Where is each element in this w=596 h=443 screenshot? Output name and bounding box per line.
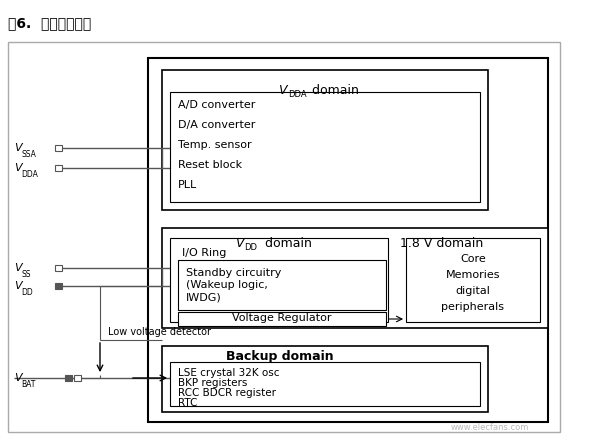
Bar — [148, 58, 548, 422]
Bar — [55, 145, 62, 151]
Text: LSE crystal 32K osc: LSE crystal 32K osc — [178, 368, 280, 378]
Text: I/O Ring: I/O Ring — [182, 248, 226, 258]
Text: domain: domain — [308, 84, 359, 97]
Text: Temp. sensor: Temp. sensor — [178, 140, 252, 150]
Text: Memories: Memories — [446, 270, 500, 280]
Text: V: V — [14, 373, 21, 383]
Text: V: V — [14, 281, 21, 291]
Text: Core: Core — [460, 254, 486, 264]
Text: Voltage Regulator: Voltage Regulator — [232, 313, 332, 323]
Text: Standby circuitry: Standby circuitry — [186, 268, 281, 278]
Text: A/D converter: A/D converter — [178, 100, 255, 110]
Bar — [65, 375, 72, 381]
Bar — [55, 165, 62, 171]
Bar — [162, 346, 488, 412]
Text: www.elecfans.com: www.elecfans.com — [451, 423, 529, 432]
Bar — [170, 238, 388, 322]
Text: DD: DD — [21, 288, 33, 297]
Text: V: V — [14, 263, 21, 273]
Bar — [162, 228, 548, 328]
Bar — [74, 375, 81, 381]
Text: RCC BDCR register: RCC BDCR register — [178, 388, 276, 398]
Text: DDA: DDA — [21, 170, 38, 179]
Text: domain: domain — [261, 237, 312, 250]
Text: IWDG): IWDG) — [186, 292, 222, 302]
Bar — [162, 70, 488, 210]
Text: BKP registers: BKP registers — [178, 378, 247, 388]
Text: DD: DD — [244, 243, 257, 252]
Text: SS: SS — [21, 270, 30, 279]
Text: Reset block: Reset block — [178, 160, 242, 170]
Text: V: V — [278, 84, 287, 97]
Text: RTC: RTC — [178, 398, 197, 408]
Bar — [178, 312, 386, 326]
Text: digital: digital — [455, 286, 491, 296]
Text: BAT: BAT — [21, 380, 35, 389]
Text: V: V — [14, 143, 21, 153]
Text: PLL: PLL — [178, 180, 197, 190]
Text: DDA: DDA — [288, 90, 306, 99]
Text: V: V — [235, 237, 244, 250]
Bar — [406, 238, 540, 322]
Text: V: V — [14, 163, 21, 173]
Text: 1.8 V domain: 1.8 V domain — [400, 237, 483, 250]
Bar — [55, 265, 62, 271]
Text: (Wakeup logic,: (Wakeup logic, — [186, 280, 268, 290]
Text: Low voltage detector: Low voltage detector — [108, 327, 211, 337]
Text: 图6.  电源供电框图: 图6. 电源供电框图 — [8, 16, 91, 30]
Bar — [170, 92, 480, 202]
Bar — [170, 362, 480, 406]
Text: D/A converter: D/A converter — [178, 120, 255, 130]
Bar — [55, 283, 62, 289]
Bar — [8, 42, 560, 432]
Text: Backup domain: Backup domain — [226, 350, 334, 363]
Bar — [178, 260, 386, 310]
Text: SSA: SSA — [21, 150, 36, 159]
Text: peripherals: peripherals — [442, 302, 504, 312]
